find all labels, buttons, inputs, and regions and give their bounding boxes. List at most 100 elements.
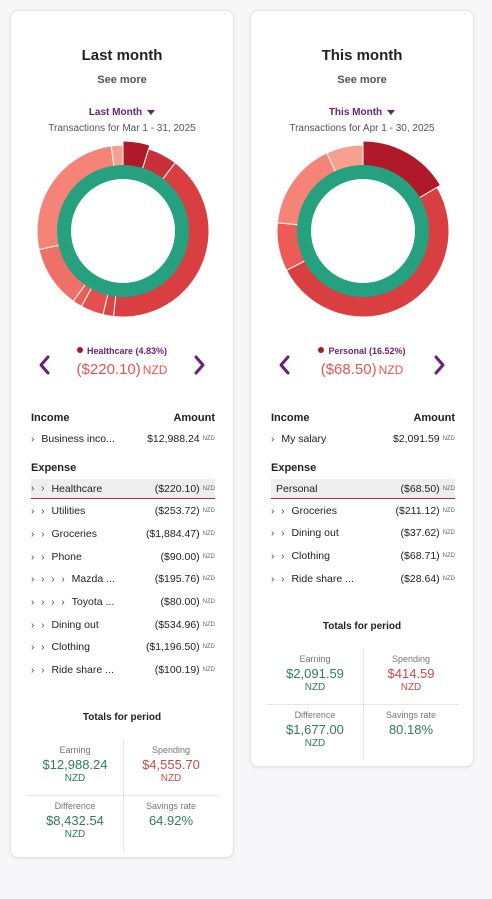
row-amount: ($220.10) [154, 482, 200, 495]
period-dropdown-label: This Month [328, 107, 383, 118]
see-more-link[interactable]: See more [337, 74, 387, 86]
chevron-left-icon[interactable] [277, 354, 291, 376]
chevron-right-icon: › › [31, 505, 47, 517]
expense-header-label: Expense [31, 462, 77, 474]
card-last-month: Last month See more Last Month Transacti… [10, 10, 234, 858]
row-name: Healthcare [51, 482, 103, 495]
period-dropdown[interactable]: This Month [251, 107, 473, 118]
expense-row[interactable]: › › › › Toyota ... ($80.00) NZD [31, 592, 215, 612]
period-dropdown[interactable]: Last Month [11, 107, 233, 118]
row-currency: NZD [202, 644, 215, 650]
difference-currency: NZD [304, 738, 326, 749]
income-header-label: Income [31, 412, 70, 424]
expense-row[interactable]: › › Ride share ... ($28.64) NZD [271, 569, 455, 589]
totals-grid: Earning $2,091.59 NZD Spending $414.59 N… [267, 648, 459, 760]
expense-row[interactable]: Personal ($68.50) NZD [271, 479, 455, 499]
selected-category-name: Personal (16.52%) [328, 346, 406, 356]
expense-row[interactable]: › › Phone ($90.00) NZD [31, 547, 215, 567]
chevron-right-icon: › › [31, 619, 47, 631]
row-amount: ($90.00) [160, 551, 200, 563]
row-currency: NZD [202, 622, 215, 628]
row-name: Phone [51, 551, 82, 563]
expense-row[interactable]: › › Utilities ($253.72) NZD [31, 501, 215, 521]
date-range: Transactions for Mar 1 - 31, 2025 [48, 123, 196, 134]
totals-title: Totals for period [82, 712, 162, 723]
income-row[interactable]: › Business inco... $12,988.24 NZD [31, 429, 215, 449]
card-title: Last month [81, 47, 163, 64]
row-currency: NZD [442, 436, 455, 442]
totals-title: Totals for period [322, 621, 402, 632]
row-name: Ride share ... [51, 664, 114, 676]
expense-row[interactable]: › › Groceries ($1,884.47) NZD [31, 524, 215, 544]
difference-label: Difference [294, 710, 336, 720]
earning-value: $12,988.24 [42, 757, 108, 772]
row-currency: NZD [202, 667, 215, 673]
selected-category-label: Personal (16.52%) [251, 346, 473, 356]
card-this-month: This month See more This Month Transacti… [250, 10, 474, 767]
savings-rate-label: Savings rate [385, 710, 437, 720]
donut-chart[interactable] [33, 141, 213, 321]
row-amount: ($1,884.47) [145, 528, 200, 540]
row-currency: NZD [202, 531, 215, 537]
chevron-right-icon: › › [31, 528, 47, 540]
earning-cell: Earning $12,988.24 NZD [27, 745, 123, 784]
row-name: Clothing [51, 641, 90, 653]
income-row[interactable]: › My salary $2,091.59 NZD [271, 429, 455, 449]
row-amount: $2,091.59 [392, 433, 440, 445]
row-currency: NZD [442, 553, 455, 559]
row-name: Dining out [51, 619, 99, 631]
expense-row[interactable]: › › Groceries ($211.12) NZD [271, 501, 455, 521]
income-header: Income Amount [31, 412, 215, 424]
expense-row[interactable]: › › Clothing ($68.71) NZD [271, 546, 455, 566]
earning-label: Earning [299, 654, 331, 664]
row-amount: ($253.72) [154, 505, 200, 517]
expense-row[interactable]: › › Ride share ... ($100.19) NZD [31, 660, 215, 680]
chevron-right-icon[interactable] [433, 354, 447, 376]
difference-label: Difference [54, 801, 96, 811]
row-amount: ($68.71) [400, 550, 440, 562]
row-currency: NZD [202, 485, 215, 492]
row-currency: NZD [202, 599, 215, 605]
expense-header: Expense [31, 462, 215, 474]
selected-category-label: Healthcare (4.83%) [11, 346, 233, 356]
amount-header-label: Amount [413, 412, 455, 424]
divider [27, 795, 219, 796]
chevron-down-icon [387, 109, 396, 115]
chevron-right-icon: › › [31, 551, 47, 563]
row-amount: ($28.64) [400, 573, 440, 585]
donut-slice-income-business-income[interactable] [56, 165, 189, 297]
spending-cell: Spending $414.59 NZD [363, 654, 459, 693]
divider [267, 704, 459, 705]
expense-header-label: Expense [271, 462, 317, 474]
selected-amount-currency: NZD [142, 363, 168, 377]
row-currency: NZD [442, 576, 455, 582]
expense-row[interactable]: › › Dining out ($534.96) NZD [31, 615, 215, 635]
spending-value: $4,555.70 [142, 757, 200, 772]
selected-amount-value: ($68.50) [320, 361, 377, 378]
spending-label: Spending [151, 745, 191, 755]
expense-row[interactable]: › › Clothing ($1,196.50) NZD [31, 637, 215, 657]
chevron-left-icon[interactable] [37, 354, 51, 376]
expense-row[interactable]: › › Healthcare ($220.10) NZD [31, 479, 215, 499]
chevron-down-icon [147, 109, 156, 115]
chevron-right-icon: › [31, 433, 37, 445]
savings-rate-cell: Savings rate 80.18% [363, 710, 459, 737]
difference-value: $1,677.00 [286, 722, 344, 737]
totals-grid: Earning $12,988.24 NZD Spending $4,555.7… [27, 739, 219, 851]
expense-row[interactable]: › › Dining out ($37.62) NZD [271, 523, 455, 543]
card-title: This month [321, 47, 403, 64]
row-amount: ($80.00) [160, 596, 200, 608]
chevron-right-icon[interactable] [193, 354, 207, 376]
donut-slice-income-my-salary[interactable] [296, 165, 429, 297]
chevron-right-icon: › [271, 433, 277, 445]
selected-amount-currency: NZD [378, 363, 404, 377]
see-more-link[interactable]: See more [97, 74, 147, 86]
row-amount: ($195.76) [154, 573, 200, 585]
donut-chart[interactable] [273, 141, 453, 321]
row-currency: NZD [202, 576, 215, 582]
expense-row[interactable]: › › › › Mazda ... ($195.76) NZD [31, 569, 215, 589]
row-amount: ($211.12) [395, 505, 440, 517]
spending-value: $414.59 [387, 666, 435, 681]
spending-cell: Spending $4,555.70 NZD [123, 745, 219, 784]
date-range: Transactions for Apr 1 - 30, 2025 [289, 123, 435, 134]
